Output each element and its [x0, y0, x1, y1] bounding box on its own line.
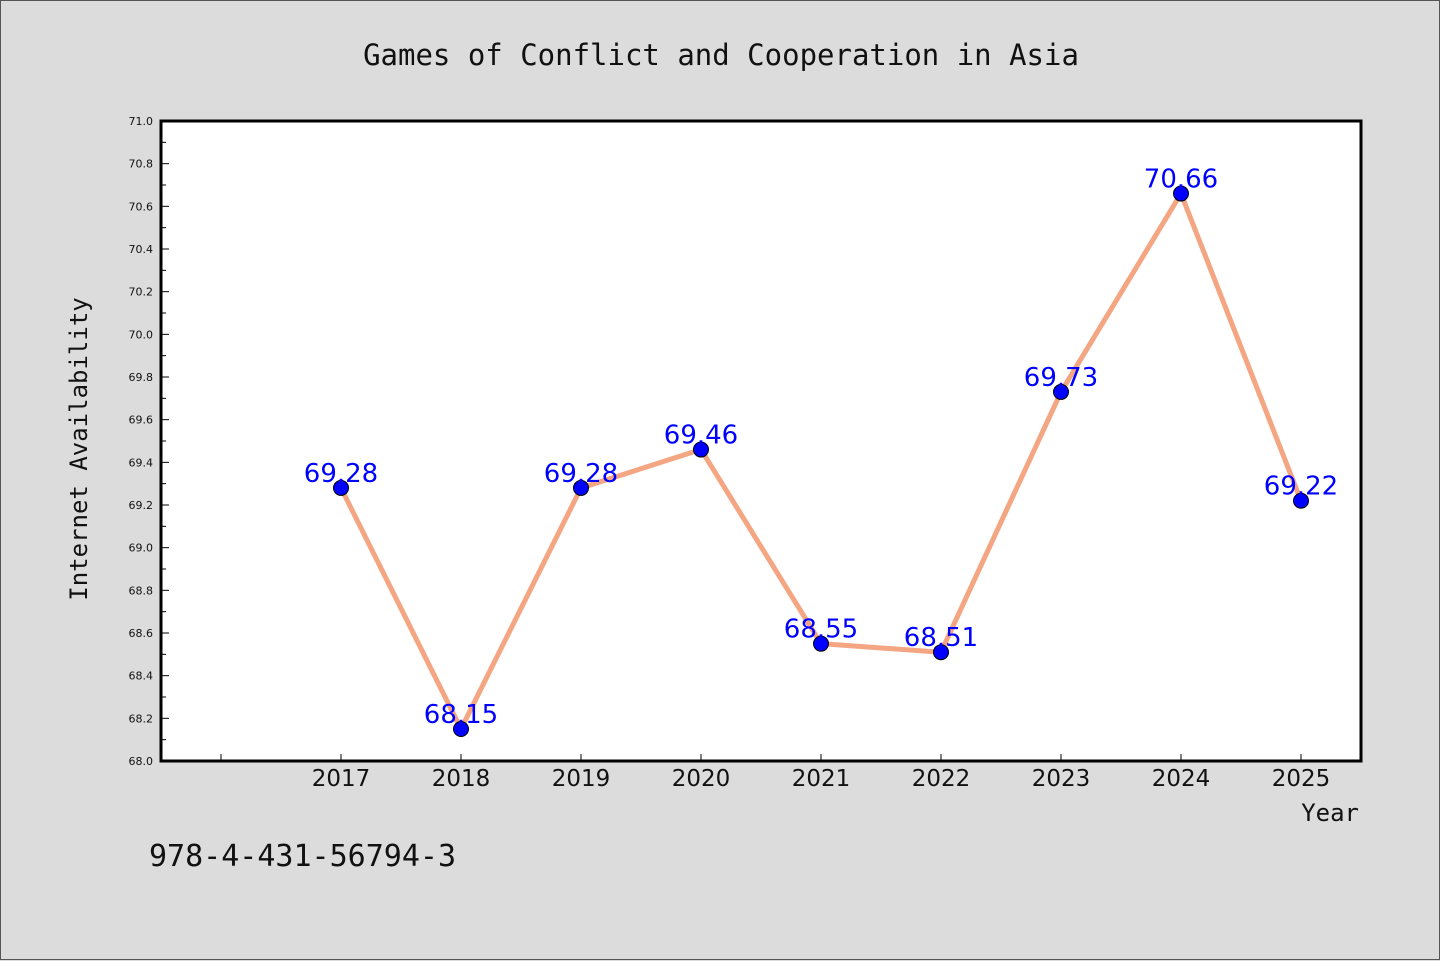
y-tick-label: 68.4 — [129, 670, 154, 683]
y-tick-label: 68.2 — [129, 712, 154, 725]
y-tick-label: 70.8 — [129, 158, 154, 171]
x-tick-label: 2021 — [792, 766, 851, 792]
marker-group — [333, 185, 1309, 737]
y-axis-label: Internet Availability — [65, 297, 93, 600]
y-tick-label: 69.0 — [129, 542, 154, 555]
data-label: 68.15 — [424, 700, 498, 730]
y-tick-label: 69.2 — [129, 499, 154, 512]
y-tick-label: 69.6 — [129, 414, 154, 427]
x-tick-label: 2018 — [432, 766, 491, 792]
x-tick-label: 2022 — [912, 766, 971, 792]
x-tick-label: 2020 — [672, 766, 731, 792]
data-label: 69.46 — [664, 421, 738, 451]
y-tick-label: 68.0 — [129, 755, 154, 768]
y-tick-label: 69.8 — [129, 371, 154, 384]
y-tick-label: 68.6 — [129, 627, 154, 640]
plot-border — [159, 119, 1363, 763]
data-point-marker — [813, 635, 829, 652]
y-axis: 68.0 68.2 68.4 68.6 68.8 69.0 69.2 69.4 69.6 69.8… — [129, 115, 169, 768]
y-tick-label: 69.4 — [129, 456, 154, 469]
x-axis: 2017 2018 2019 2020 2021 2022 2023 2024 2025 — [220, 754, 1331, 792]
data-label: 69.28 — [304, 459, 378, 489]
y-tick-label: 68.8 — [129, 584, 154, 597]
data-point-marker — [933, 644, 949, 661]
data-point-marker — [453, 721, 469, 737]
data-label: 69.22 — [1264, 472, 1338, 502]
x-axis-label: Year — [1301, 799, 1359, 827]
data-label: 68.55 — [784, 615, 858, 645]
y-tick-label: 70.2 — [129, 286, 154, 299]
y-tick-label: 71.0 — [129, 115, 154, 128]
x-tick-label: 2023 — [1032, 766, 1091, 792]
x-tick-label: 2024 — [1152, 766, 1211, 792]
x-tick-label: 2025 — [1272, 766, 1331, 792]
footer-isbn: 978-4-431-56794-3 — [149, 839, 456, 874]
data-point-marker — [1293, 492, 1309, 509]
data-point-marker — [1053, 383, 1069, 400]
data-point-marker — [573, 479, 589, 496]
data-point-marker — [333, 479, 349, 496]
data-label: 70.66 — [1144, 165, 1218, 195]
data-label: 69.73 — [1024, 363, 1098, 393]
data-label-group: 69.28 68.15 69.28 69.46 68.55 68.51 69.73 70.66… — [304, 165, 1338, 730]
x-tick-label: 2017 — [312, 766, 371, 792]
y-tick-label: 70.0 — [129, 328, 154, 341]
data-point-marker — [693, 441, 709, 458]
y-tick-label: 70.6 — [129, 200, 154, 213]
plot-area — [161, 121, 1361, 761]
data-label: 68.51 — [904, 623, 978, 653]
chart-title: Games of Conflict and Cooperation in Asi… — [363, 38, 1079, 72]
y-tick-label: 70.4 — [129, 243, 154, 256]
x-tick-label: 2019 — [552, 766, 611, 792]
data-label: 69.28 — [544, 459, 618, 489]
data-point-marker — [1173, 185, 1189, 202]
